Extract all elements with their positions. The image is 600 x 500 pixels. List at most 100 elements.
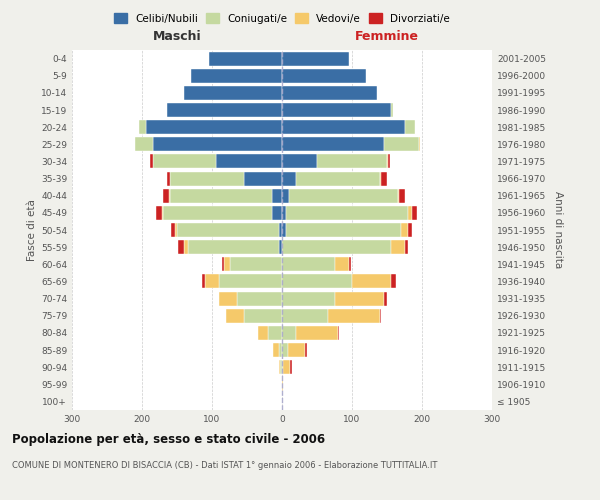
Bar (282, 206, 286, 220)
Bar (278, 223, 282, 237)
Bar (404, 240, 408, 254)
Bar (391, 274, 396, 288)
Bar (391, 103, 392, 117)
Bar (282, 360, 283, 374)
Bar (209, 52, 282, 66)
Bar (170, 188, 271, 202)
Bar (184, 240, 187, 254)
Bar (328, 308, 380, 322)
Bar (287, 343, 305, 357)
Bar (202, 274, 205, 288)
Bar (278, 360, 280, 374)
Bar (280, 360, 282, 374)
Bar (282, 68, 366, 82)
Bar (382, 172, 387, 185)
Bar (177, 223, 278, 237)
Bar (401, 223, 408, 237)
Bar (338, 326, 340, 340)
Bar (268, 326, 282, 340)
Bar (226, 308, 244, 322)
Bar (388, 154, 390, 168)
Bar (282, 138, 383, 151)
Bar (282, 274, 352, 288)
Legend: Celibi/Nubili, Coniugati/e, Vedovi/e, Divorziati/e: Celibi/Nubili, Coniugati/e, Vedovi/e, Di… (111, 10, 453, 26)
Bar (152, 138, 282, 151)
Bar (236, 292, 282, 306)
Bar (167, 103, 282, 117)
Bar (282, 240, 391, 254)
Bar (282, 378, 283, 392)
Bar (408, 223, 412, 237)
Bar (399, 188, 404, 202)
Bar (383, 138, 419, 151)
Bar (229, 258, 282, 272)
Bar (290, 360, 292, 374)
Bar (408, 206, 412, 220)
Bar (169, 188, 170, 202)
Bar (146, 120, 282, 134)
Bar (335, 292, 383, 306)
Bar (282, 326, 296, 340)
Bar (170, 172, 244, 185)
Bar (282, 188, 289, 202)
Bar (152, 154, 215, 168)
Bar (380, 308, 382, 322)
Bar (282, 292, 335, 306)
Bar (398, 188, 399, 202)
Bar (282, 154, 317, 168)
Bar (224, 258, 229, 272)
Bar (219, 292, 236, 306)
Bar (282, 52, 349, 66)
Bar (282, 308, 328, 322)
Bar (163, 188, 169, 202)
Y-axis label: Anni di nascita: Anni di nascita (553, 192, 563, 268)
Bar (215, 154, 282, 168)
Text: Femmine: Femmine (355, 30, 419, 43)
Bar (191, 68, 282, 82)
Bar (282, 172, 296, 185)
Bar (296, 172, 380, 185)
Bar (282, 120, 404, 134)
Bar (271, 188, 282, 202)
Bar (387, 154, 388, 168)
Bar (391, 240, 404, 254)
Bar (317, 154, 387, 168)
Bar (282, 86, 377, 100)
Text: COMUNE DI MONTENERO DI BISACCIA (CB) - Dati ISTAT 1° gennaio 2006 - Elaborazione: COMUNE DI MONTENERO DI BISACCIA (CB) - D… (12, 460, 437, 469)
Bar (305, 343, 307, 357)
Bar (282, 103, 391, 117)
Bar (222, 258, 224, 272)
Bar (172, 223, 175, 237)
Bar (257, 326, 268, 340)
Bar (282, 258, 335, 272)
Bar (380, 172, 382, 185)
Bar (383, 292, 387, 306)
Bar (283, 360, 290, 374)
Bar (167, 172, 170, 185)
Bar (352, 274, 391, 288)
Bar (273, 343, 278, 357)
Bar (184, 86, 282, 100)
Bar (244, 308, 282, 322)
Bar (205, 274, 219, 288)
Bar (296, 326, 338, 340)
Bar (187, 240, 278, 254)
Bar (289, 188, 398, 202)
Bar (349, 258, 350, 272)
Bar (244, 172, 282, 185)
Bar (286, 206, 408, 220)
Bar (335, 258, 349, 272)
Bar (219, 274, 282, 288)
Bar (278, 240, 282, 254)
Bar (135, 138, 152, 151)
Text: Popolazione per età, sesso e stato civile - 2006: Popolazione per età, sesso e stato civil… (12, 432, 325, 446)
Bar (282, 223, 286, 237)
Bar (286, 223, 401, 237)
Bar (404, 120, 415, 134)
Y-axis label: Fasce di età: Fasce di età (27, 199, 37, 261)
Bar (156, 206, 161, 220)
Bar (161, 206, 163, 220)
Bar (278, 343, 282, 357)
Bar (271, 206, 282, 220)
Bar (163, 206, 271, 220)
